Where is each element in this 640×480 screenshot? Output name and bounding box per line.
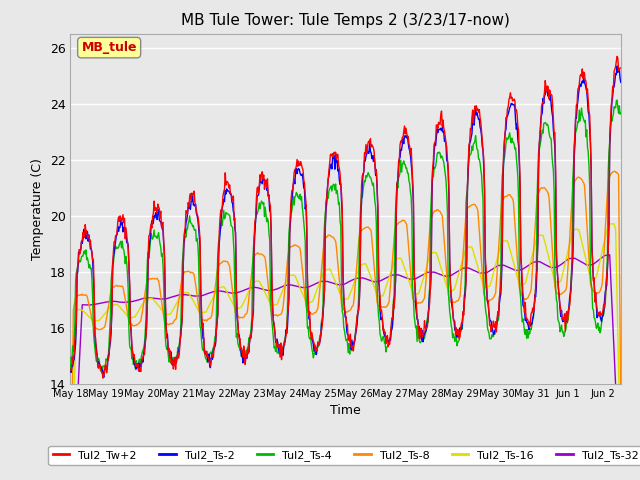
Legend: Tul2_Tw+2, Tul2_Ts-2, Tul2_Ts-4, Tul2_Ts-8, Tul2_Ts-16, Tul2_Ts-32: Tul2_Tw+2, Tul2_Ts-2, Tul2_Ts-4, Tul2_Ts…	[49, 445, 640, 466]
Text: MB_tule: MB_tule	[81, 41, 137, 54]
X-axis label: Time: Time	[330, 405, 361, 418]
Y-axis label: Temperature (C): Temperature (C)	[31, 158, 44, 260]
Title: MB Tule Tower: Tule Temps 2 (3/23/17-now): MB Tule Tower: Tule Temps 2 (3/23/17-now…	[181, 13, 510, 28]
